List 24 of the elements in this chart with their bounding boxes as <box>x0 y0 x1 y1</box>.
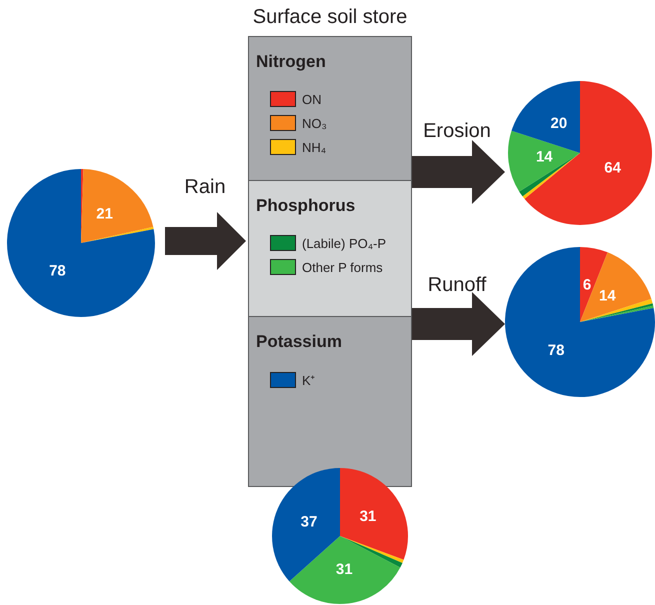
data-label: 6 <box>582 276 592 294</box>
data-label: 78 <box>49 262 66 280</box>
data-label: 31 <box>360 508 376 525</box>
data-label: 78 <box>548 342 564 360</box>
text: Potassium <box>256 332 342 352</box>
data-label: 14 <box>598 287 616 304</box>
legend-label: K⁺ <box>302 372 315 389</box>
text: Phosphorus <box>256 196 356 216</box>
data-label: 21 <box>96 206 113 223</box>
legend-label: (Labile) PO₄-P <box>302 236 386 250</box>
chart-title: Surface soil store <box>252 6 408 29</box>
text: Rain <box>184 176 226 199</box>
data-label: 37 <box>300 513 318 530</box>
data-label: 64 <box>604 159 622 176</box>
legend-label: Other P forms <box>302 260 383 274</box>
legend-label: ON <box>302 92 322 106</box>
legend-label: NO₃ <box>302 116 327 130</box>
data-label: 31 <box>336 560 353 578</box>
text: Nitrogen <box>256 52 326 72</box>
legend-label: NH₄ <box>302 140 326 154</box>
text: Erosion <box>423 120 491 143</box>
data-label: 14 <box>536 148 554 166</box>
data-label: 20 <box>550 115 568 132</box>
text: Runoff <box>428 274 486 297</box>
